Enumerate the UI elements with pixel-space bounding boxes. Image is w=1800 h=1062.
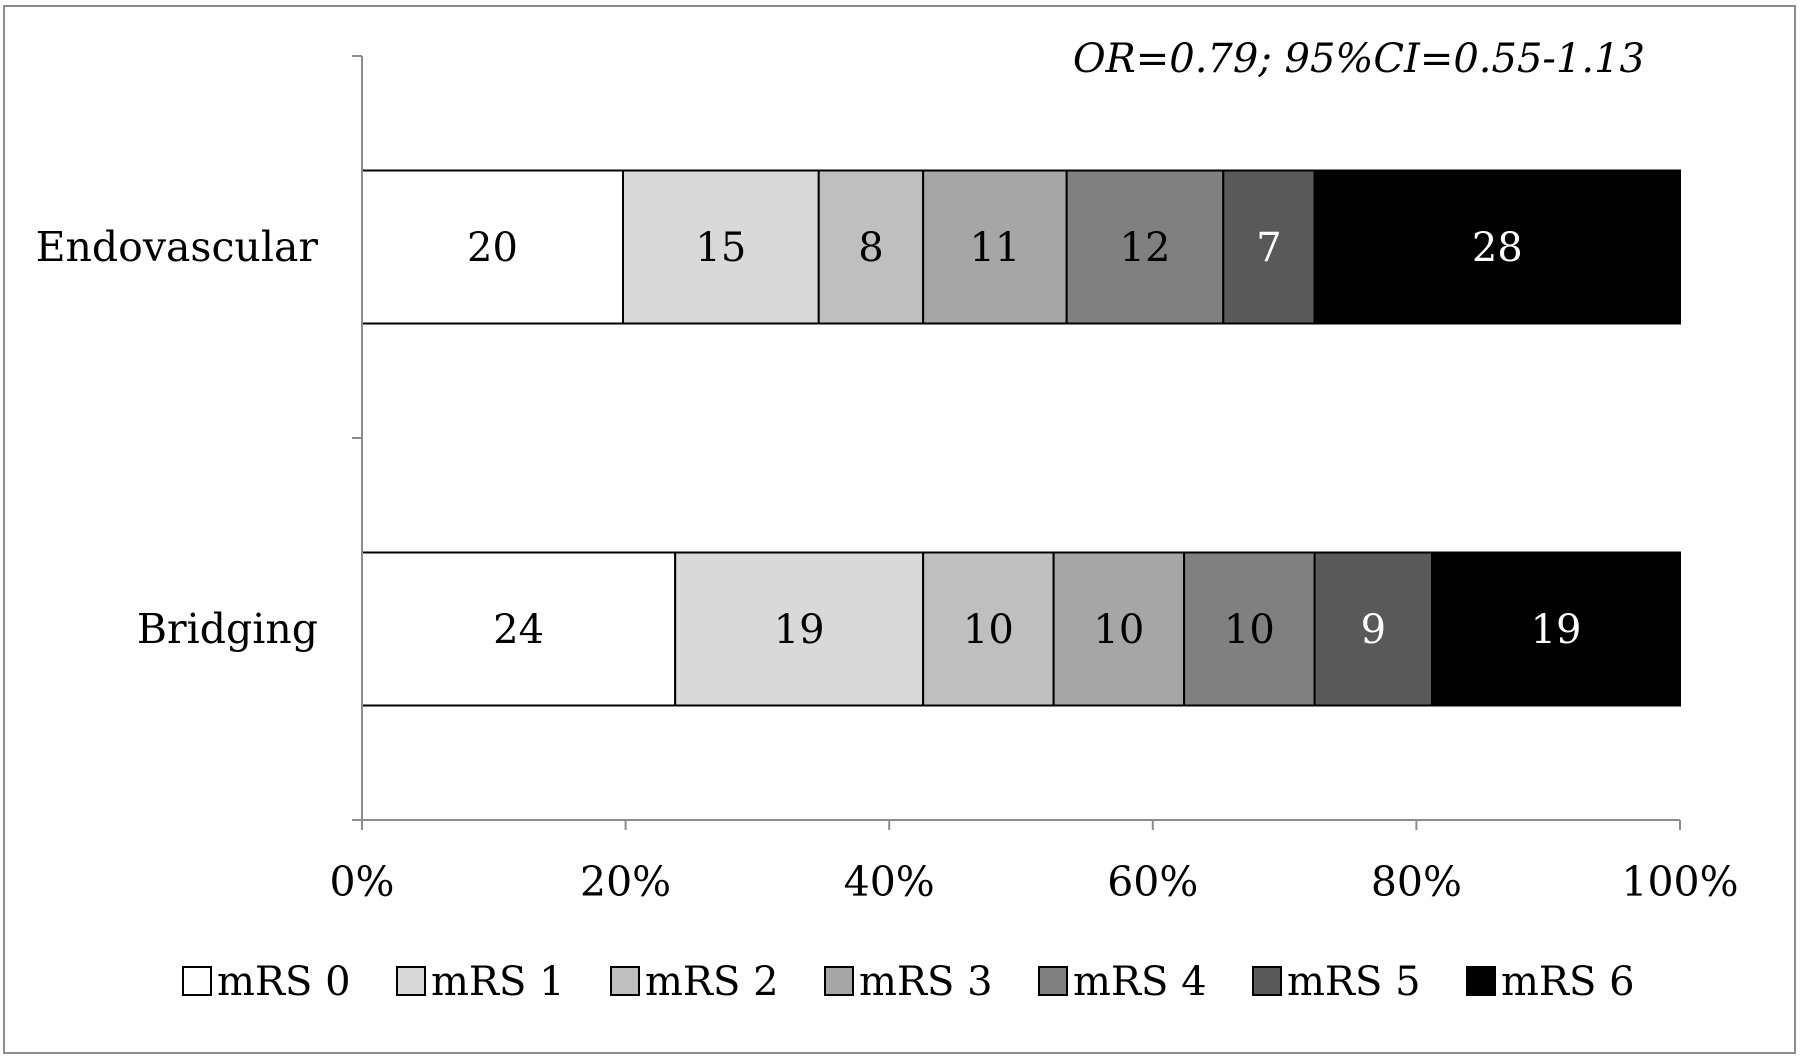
data-label-endovascular-mrs-0: 20: [467, 225, 518, 271]
data-label-endovascular-mrs-4: 12: [1120, 225, 1171, 271]
odds-ratio-annotation: OR=0.79; 95%CI=0.55-1.13: [1073, 36, 1645, 82]
bar-segment-bridging-mrs-2: [922, 551, 1055, 707]
bar-segment-bridging-mrs-1: [674, 551, 925, 707]
bar-segment-bridging-mrs-5: [1313, 551, 1434, 707]
category-label-endovascular: Endovascular: [36, 223, 319, 271]
legend-label-mrs-6: mRS 6: [1501, 959, 1635, 1005]
axes-layer: Endovascular Bridging 0% 20% 40% 60% 80% 100%: [36, 55, 1739, 906]
data-label-endovascular-mrs-2: 8: [858, 225, 883, 271]
legend-label-mrs-5: mRS 5: [1287, 959, 1421, 1005]
bar-segment-bridging-mrs-3: [1052, 551, 1186, 707]
data-label-bridging-mrs-2: 10: [963, 607, 1014, 653]
bar-segment-endovascular-mrs-3: [922, 169, 1068, 325]
legend-swatch-mrs-1: [396, 966, 426, 996]
bar-segment-endovascular-mrs-1: [621, 169, 820, 325]
bar-segment-endovascular-mrs-2: [817, 169, 925, 325]
legend-swatch-mrs-0: [182, 966, 212, 996]
legend-swatch-mrs-3: [824, 966, 854, 996]
x-tick-label: 20%: [580, 858, 671, 906]
data-label-endovascular-mrs-5: 7: [1256, 225, 1281, 271]
legend-label-mrs-4: mRS 4: [1073, 959, 1207, 1005]
bar-segment-endovascular-mrs-6: [1313, 169, 1682, 325]
legend-swatch-mrs-4: [1038, 966, 1068, 996]
data-label-endovascular-mrs-3: 11: [969, 225, 1020, 271]
data-label-bridging-mrs-5: 9: [1361, 607, 1386, 653]
legend-swatch-mrs-6: [1466, 966, 1496, 996]
data-label-bridging-mrs-0: 24: [493, 607, 544, 653]
legend-label-mrs-1: mRS 1: [431, 959, 565, 1005]
bar-segment-bridging-mrs-4: [1183, 551, 1316, 707]
data-label-bridging-mrs-3: 10: [1093, 607, 1144, 653]
bar-segment-bridging-mrs-0: [361, 551, 677, 707]
bar-segment-endovascular-mrs-0: [361, 169, 624, 325]
legend-swatch-mrs-5: [1252, 966, 1282, 996]
bars-layer: 20 15 8 11 12 7 28 24 19 10 10 10 9 19: [361, 169, 1682, 707]
category-label-bridging: Bridging: [137, 605, 318, 653]
bar-segment-endovascular-mrs-4: [1065, 169, 1225, 325]
legend-label-mrs-2: mRS 2: [645, 959, 779, 1005]
data-label-bridging-mrs-4: 10: [1224, 607, 1275, 653]
bar-segment-endovascular-mrs-5: [1222, 169, 1316, 325]
x-tick-label: 40%: [844, 858, 935, 906]
x-tick-label: 0%: [329, 858, 394, 906]
x-tick-label: 80%: [1371, 858, 1462, 906]
x-tick-label: 100%: [1621, 858, 1738, 906]
bar-segment-bridging-mrs-6: [1431, 551, 1682, 707]
x-tick-label: 60%: [1107, 858, 1198, 906]
legend-label-mrs-3: mRS 3: [859, 959, 993, 1005]
data-label-endovascular-mrs-6: 28: [1472, 225, 1523, 271]
legend-swatch-mrs-2: [610, 966, 640, 996]
legend-label-mrs-0: mRS 0: [217, 959, 351, 1005]
legend: mRS 0 mRS 1 mRS 2 mRS 3 mRS 4 mRS 5 mRS 6: [182, 959, 1635, 1005]
data-label-endovascular-mrs-1: 15: [695, 225, 746, 271]
data-label-bridging-mrs-6: 19: [1531, 607, 1582, 653]
data-label-bridging-mrs-1: 19: [774, 607, 825, 653]
